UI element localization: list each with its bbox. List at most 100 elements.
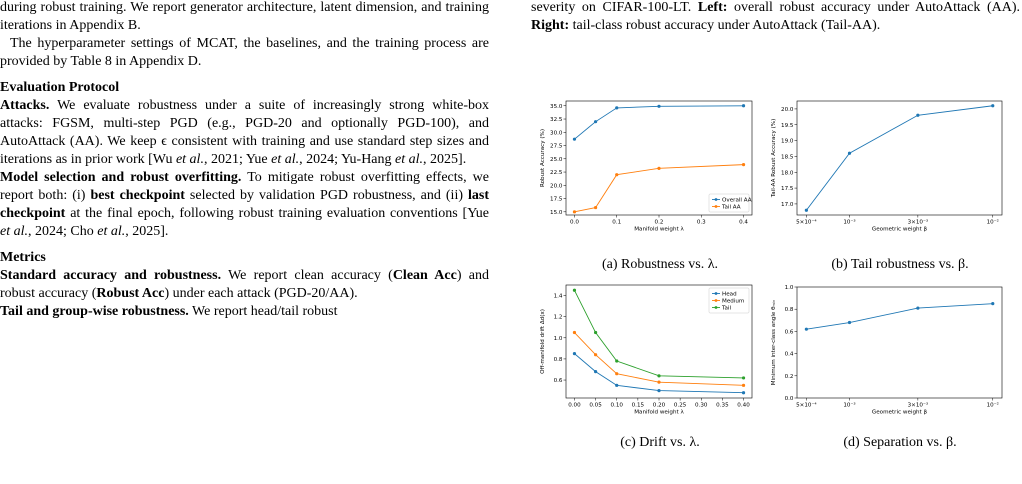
run-heading: Standard accuracy and robustness. [0, 268, 222, 283]
x-axis-label: Manifold weight λ [634, 227, 684, 233]
x-tick-label: 0.10 [610, 403, 623, 409]
section-heading: Evaluation Protocol [0, 80, 120, 95]
text: et al. [395, 152, 424, 167]
x-tick-label: 0.2 [655, 220, 664, 226]
x-tick-label: 0.1 [612, 220, 621, 226]
series-line [806, 303, 993, 330]
run-heading: Attacks. [0, 98, 50, 113]
x-axis-label: Geometric weight β [872, 410, 928, 416]
text: , 2024; Yu-Hang [299, 152, 396, 167]
data-point [615, 383, 619, 387]
paragraph: Standard accuracy and robustness. We rep… [0, 267, 489, 303]
left-column: during robust training. We report genera… [0, 0, 489, 321]
data-point [741, 163, 746, 167]
y-tick-label: 17.0 [781, 202, 794, 208]
text: et al. [271, 152, 300, 167]
x-tick-label: 10⁻³ [843, 219, 855, 226]
data-point [741, 104, 746, 108]
y-axis-label: Robust Accuracy (%) [540, 129, 546, 187]
legend-marker [714, 306, 718, 309]
y-tick-label: 22.5 [550, 170, 563, 176]
data-point [741, 376, 746, 380]
data-point [615, 106, 619, 110]
y-axis-label: Minimum inter-class angle θₘᵢₙ [771, 300, 777, 386]
y-tick-label: 17.5 [550, 197, 563, 203]
text: best checkpoint [90, 188, 185, 203]
y-tick-label: 0.6 [554, 378, 563, 384]
legend-label: Medium [722, 299, 744, 305]
text: Left: [697, 0, 728, 15]
data-point [991, 302, 995, 306]
x-tick-label: 0.35 [716, 403, 729, 409]
data-point [572, 137, 577, 141]
data-point [741, 383, 746, 387]
y-tick-label: 19.5 [781, 123, 794, 129]
y-tick-label: 15.0 [550, 210, 563, 216]
paragraph: during robust training. We report genera… [0, 0, 489, 35]
figure-caption: (d) Separation vs. β. [843, 435, 957, 450]
paragraph: Tail and group-wise robustness. We repor… [0, 303, 489, 321]
y-tick-label: 27.5 [550, 144, 563, 150]
data-point [657, 374, 661, 378]
data-point [657, 380, 661, 384]
data-point [593, 353, 598, 357]
y-tick-label: 25.0 [550, 157, 563, 163]
y-tick-label: 20.0 [781, 107, 794, 113]
x-tick-label: 0.40 [737, 403, 750, 409]
y-tick-label: 1.0 [785, 285, 794, 291]
y-tick-label: 0.6 [785, 329, 794, 335]
y-tick-label: 1.0 [554, 336, 563, 342]
x-axis-label: Manifold weight λ [634, 410, 684, 416]
text: , 2021; Yue [203, 152, 272, 167]
y-tick-label: 18.5 [781, 154, 794, 160]
text: overall robust accuracy under AutoAttack… [727, 0, 1020, 15]
text: ) under each attack (PGD-20/AA). [164, 286, 358, 301]
x-tick-label: 5×10⁻⁴ [796, 219, 817, 226]
data-point [991, 104, 995, 108]
y-axis-label: Tail-AA Robust Accuracy (%) [771, 119, 777, 199]
y-tick-label: 0.0 [785, 396, 794, 402]
x-tick-label: 0.20 [653, 403, 666, 409]
run-heading: Tail and group-wise robustness. [0, 304, 189, 319]
y-tick-label: 30.0 [550, 130, 563, 136]
x-tick-label: 0.30 [695, 403, 708, 409]
text: The hyperparameter settings of MCAT, the… [0, 36, 489, 69]
data-point [615, 173, 619, 177]
y-tick-label: 19.0 [781, 139, 794, 145]
text: Right: [531, 18, 570, 33]
x-axis-label: Geometric weight β [872, 227, 928, 233]
data-point [847, 151, 852, 155]
legend-marker [714, 205, 718, 208]
text: et al. [97, 224, 126, 239]
y-tick-label: 35.0 [550, 104, 563, 110]
text: We report head/tail robust [188, 304, 338, 319]
data-point [572, 352, 577, 356]
x-tick-label: 0.4 [739, 220, 748, 226]
text: et al. [0, 224, 28, 239]
data-point [572, 210, 577, 214]
y-tick-label: 0.4 [785, 352, 794, 358]
data-point [593, 205, 598, 210]
x-tick-label: 5×10⁻⁴ [796, 402, 817, 409]
data-point [657, 104, 661, 108]
text: et al. [175, 152, 204, 167]
x-tick-label: 0.15 [632, 403, 645, 409]
x-tick-label: 0.00 [568, 403, 581, 409]
x-tick-label: 3×10⁻³ [908, 402, 929, 409]
y-axis-label: Off-manifold drift Δd(x) [540, 309, 546, 374]
text: We report clean accuracy ( [221, 268, 393, 283]
data-point [847, 320, 852, 325]
y-tick-label: 1.4 [554, 294, 563, 300]
x-tick-label: 10⁻³ [843, 402, 855, 409]
text: , 2025]. [423, 152, 467, 167]
legend-label: Head [722, 292, 737, 298]
plot-frame [796, 286, 1003, 399]
section-heading: Metrics [0, 250, 46, 265]
paragraph: Model selection and robust overfitting. … [0, 169, 489, 241]
text: , 2025]. [125, 224, 169, 239]
data-point [615, 359, 619, 363]
y-tick-label: 0.8 [785, 307, 794, 313]
text: Robust Acc [96, 286, 165, 301]
